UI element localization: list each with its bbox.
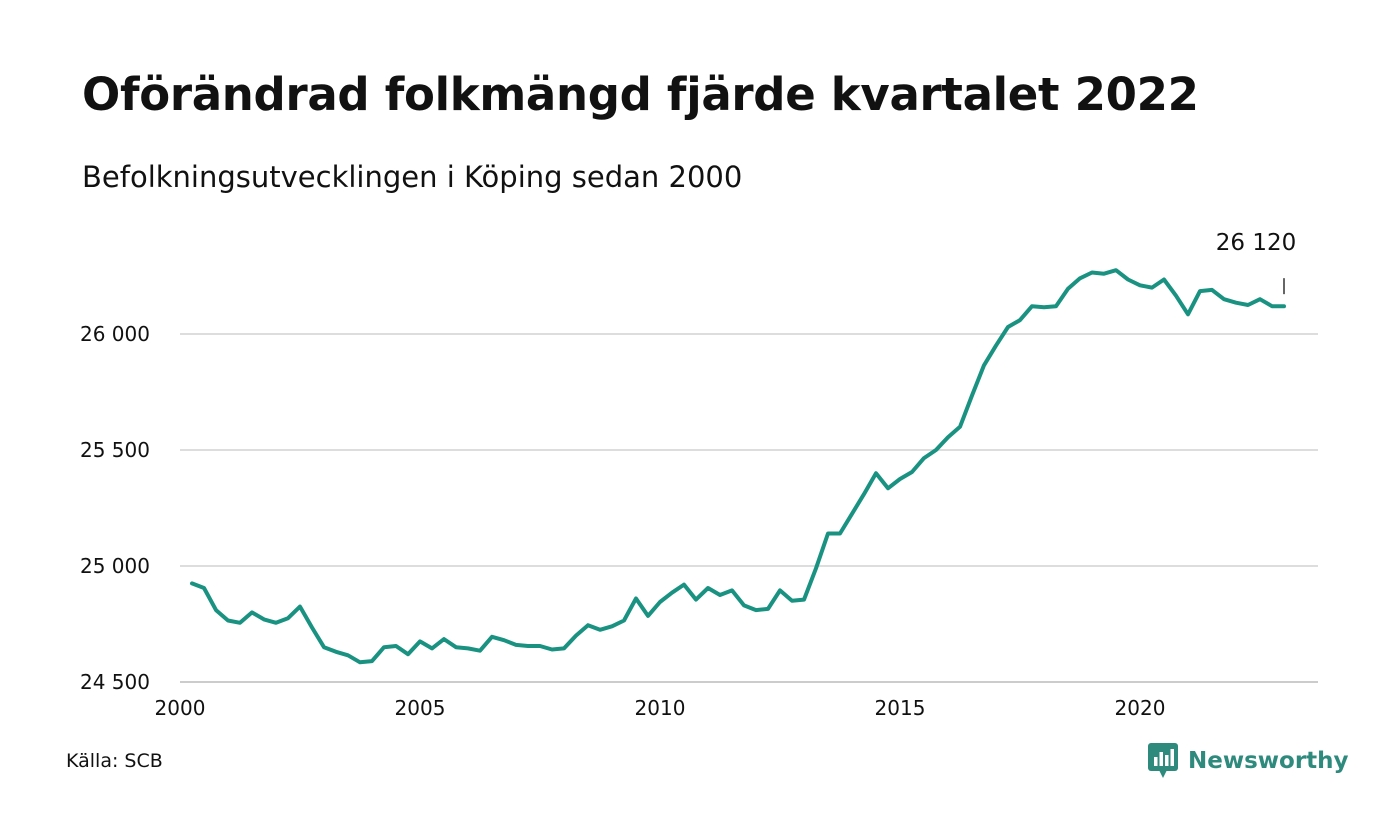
chart-speech-bubble-icon	[1148, 743, 1178, 778]
brand-name: Newsworthy	[1188, 748, 1349, 774]
end-value-label: 26 120	[1216, 230, 1296, 256]
chart-title: Oförändrad folkmängd fjärde kvartalet 20…	[82, 68, 1199, 121]
x-tick-label: 2010	[635, 696, 686, 720]
x-tick-label: 2015	[875, 696, 926, 720]
gridlines	[180, 333, 1318, 567]
y-tick-label: 24 500	[80, 670, 150, 694]
source-note: Källa: SCB	[66, 750, 163, 772]
x-tick-label: 2020	[1115, 696, 1166, 720]
x-axis-ticks: 2000 2005 2010 2015 2020	[155, 696, 1166, 720]
y-tick-label: 25 500	[80, 438, 150, 462]
brand-logo: Newsworthy	[1148, 743, 1349, 779]
y-tick-label: 25 000	[80, 554, 150, 578]
x-tick-label: 2005	[395, 696, 446, 720]
chart-subtitle: Befolkningsutvecklingen i Köping sedan 2…	[82, 160, 743, 194]
x-tick-label: 2000	[155, 696, 206, 720]
population-line	[190, 268, 1286, 665]
y-tick-label: 26 000	[80, 322, 150, 346]
y-axis-ticks: 24 500 25 000 25 500 26 000	[80, 322, 150, 694]
